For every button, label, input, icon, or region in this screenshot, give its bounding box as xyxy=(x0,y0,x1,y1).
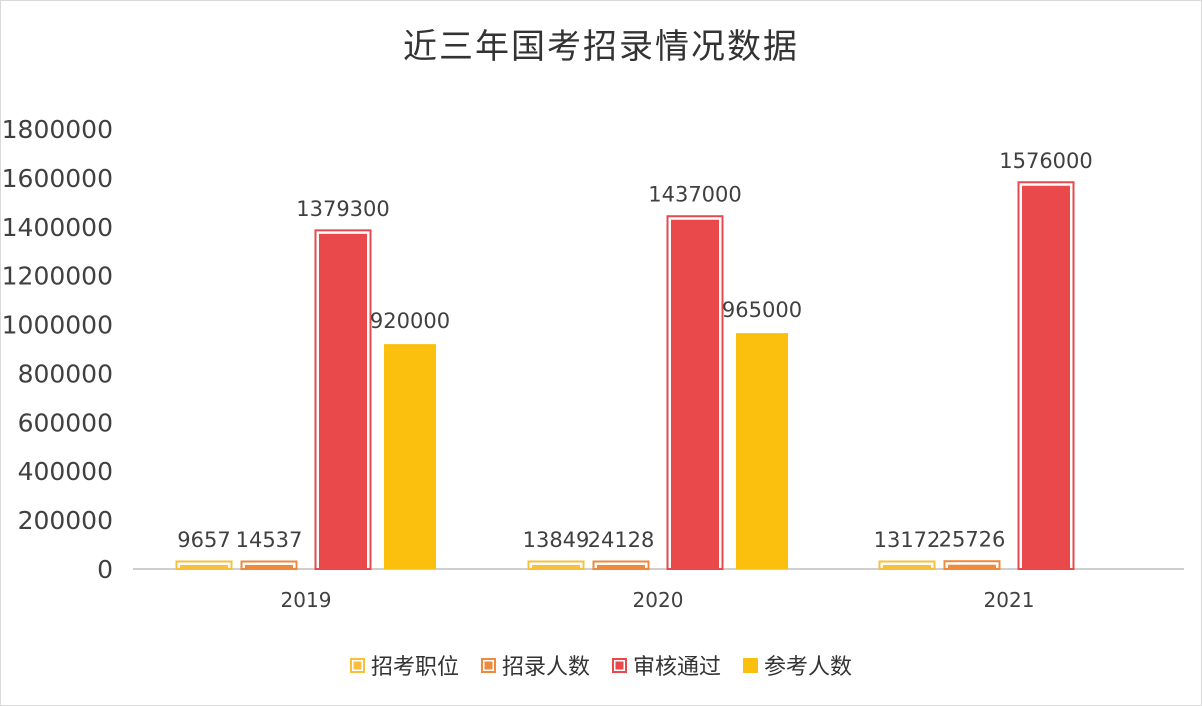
bar xyxy=(245,565,293,569)
bar xyxy=(319,233,367,570)
bar xyxy=(736,333,788,569)
data-label: 13172 xyxy=(874,528,941,552)
legend-swatch xyxy=(743,657,759,673)
x-tick-label: 2020 xyxy=(633,588,684,612)
legend-swatch xyxy=(612,657,627,673)
data-label: 25726 xyxy=(939,528,1006,552)
bar xyxy=(883,565,931,569)
chart-title: 近三年国考招录情况数据 xyxy=(403,27,799,67)
bar xyxy=(597,565,645,569)
x-tick-label: 2019 xyxy=(281,588,332,612)
y-tick-label: 1000000 xyxy=(2,311,113,340)
y-tick-label: 1200000 xyxy=(2,262,113,291)
data-label: 920000 xyxy=(370,309,450,333)
legend-label: 参考人数 xyxy=(764,655,853,680)
y-tick-label: 400000 xyxy=(18,457,113,486)
legend-swatch xyxy=(480,657,496,673)
data-label: 1576000 xyxy=(999,149,1093,173)
legend-item: 参考人数 xyxy=(743,649,852,681)
bar xyxy=(532,565,580,569)
data-label: 14537 xyxy=(236,528,303,552)
chart-legend: 招考职位 招录人数 审核通过 参考人数 xyxy=(1,649,1201,681)
bar xyxy=(1022,185,1070,569)
x-tick-label: 2021 xyxy=(984,588,1035,612)
bar xyxy=(180,565,228,569)
bar-chart: 0 200000 400000 600000 800000 1000000 1200000 1… xyxy=(2,115,1184,612)
y-tick-label: 600000 xyxy=(18,408,113,437)
legend-label: 招录人数 xyxy=(501,655,590,680)
data-label: 965000 xyxy=(722,298,802,322)
legend-item: 招考职位 xyxy=(349,649,459,681)
y-tick-label: 1400000 xyxy=(2,213,113,242)
legend-swatch xyxy=(349,657,365,673)
data-label: 1437000 xyxy=(648,183,742,207)
data-label: 13849 xyxy=(523,528,590,552)
data-label: 1379300 xyxy=(296,197,390,221)
y-tick-label: 1800000 xyxy=(2,115,113,144)
legend-item: 审核通过 xyxy=(612,649,721,681)
data-label: 24128 xyxy=(588,528,655,552)
y-tick-label: 200000 xyxy=(18,506,113,535)
bar xyxy=(948,564,996,569)
y-tick-label: 0 xyxy=(97,555,113,584)
bar xyxy=(671,219,719,569)
bar xyxy=(384,344,436,569)
y-tick-label: 800000 xyxy=(18,359,113,388)
legend-label: 招考职位 xyxy=(370,655,459,680)
data-label: 9657 xyxy=(177,528,230,552)
legend-label: 审核通过 xyxy=(633,655,722,680)
legend-item: 招录人数 xyxy=(480,649,590,681)
y-tick-label: 1600000 xyxy=(2,164,113,193)
